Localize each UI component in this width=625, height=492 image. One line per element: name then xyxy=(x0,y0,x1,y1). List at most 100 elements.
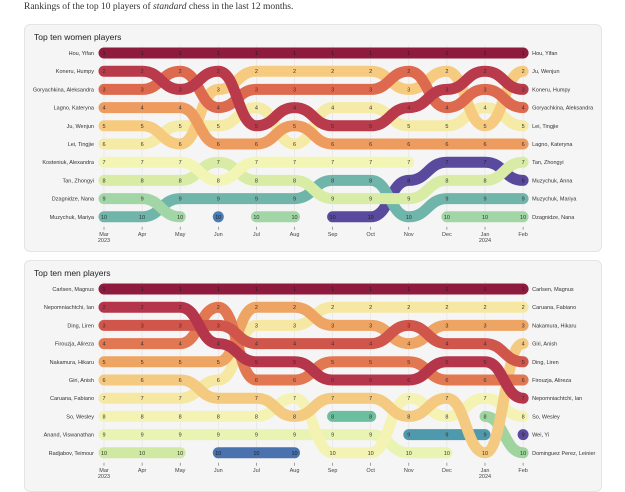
rank-label: 4 xyxy=(407,342,410,348)
right-player-label: Carlsen, Magnus xyxy=(532,287,574,293)
rank-label: 8 xyxy=(407,414,410,420)
left-player-label: Ding, Liren xyxy=(67,323,94,329)
rank-label: 8 xyxy=(255,178,258,184)
rank-label: 9 xyxy=(483,197,486,203)
rank-label: 1 xyxy=(407,51,410,57)
series-firouzja-alireza: 4 4 4 2 6 6 5 5 5 6 6 6 xyxy=(98,301,529,386)
rank-label: 3 xyxy=(407,87,410,93)
series-dominguez-perez-leinier: 8 10 xyxy=(479,410,529,459)
rank-label: 9 xyxy=(102,433,105,439)
rank-label: 1 xyxy=(522,287,525,293)
rank-label: 8 xyxy=(369,178,372,184)
rank-label: 9 xyxy=(369,433,372,439)
rank-label: 3 xyxy=(179,87,182,93)
right-player-label: Caruana, Fabiano xyxy=(532,305,576,311)
series-line xyxy=(98,65,529,114)
left-player-label: Koneru, Humpy xyxy=(56,69,94,75)
series-lagno-kateryna: 4 4 4 6 6 5 6 6 6 6 6 6 xyxy=(98,102,529,150)
x-tick-label: Dec xyxy=(442,468,452,474)
x-tick-label: Sep xyxy=(328,468,338,474)
right-player-label: Giri, Anish xyxy=(532,342,557,348)
rank-label: 9 xyxy=(331,197,334,203)
rank-label: 4 xyxy=(522,106,525,112)
rank-label: 7 xyxy=(217,160,220,166)
rank-label: 8 xyxy=(141,414,144,420)
rank-label: 2 xyxy=(522,69,525,75)
rank-label: 6 xyxy=(102,142,105,148)
rank-label: 9 xyxy=(445,433,448,439)
rank-label: 8 xyxy=(293,414,296,420)
rank-label: 10 xyxy=(101,215,107,221)
rank-label: 3 xyxy=(217,323,220,329)
rank-label: 10 xyxy=(368,215,374,221)
rank-label: 5 xyxy=(369,360,372,366)
rank-label: 5 xyxy=(522,124,525,130)
rank-label: 8 xyxy=(522,414,525,420)
rank-label: 10 xyxy=(482,215,488,221)
x-tick-label: Jul xyxy=(253,232,260,238)
x-tick-label: Mar xyxy=(99,468,109,474)
right-player-label: Muzychuk, Mariya xyxy=(532,197,577,203)
rank-label: 6 xyxy=(407,142,410,148)
right-player-label: Lagno, Kateryna xyxy=(532,142,573,148)
left-player-label: Ju, Wenjun xyxy=(67,124,94,130)
rank-label: 3 xyxy=(445,323,448,329)
series-radjabov-teimour: 10 10 10 xyxy=(98,447,186,459)
rank-label: 8 xyxy=(407,178,410,184)
women-chart-card: Top ten women players Mar 2023 Apr May Jun Ju… xyxy=(24,24,602,252)
rank-label: 6 xyxy=(445,142,448,148)
rank-label: 9 xyxy=(179,433,182,439)
series-anand-viswanathan: 9 9 9 9 9 9 9 9 10 10 xyxy=(98,429,453,459)
rank-label: 9 xyxy=(293,433,296,439)
rank-label: 8 xyxy=(483,414,486,420)
rank-label: 2 xyxy=(141,305,144,311)
men-chart-card: Top ten men players Mar 2023 Apr May Jun Jul A… xyxy=(24,260,602,492)
rank-label: 1 xyxy=(407,287,410,293)
rank-label: 7 xyxy=(293,160,296,166)
rank-label: 3 xyxy=(179,323,182,329)
series-line xyxy=(479,410,529,459)
rank-label: 8 xyxy=(331,178,334,184)
x-tick-label: Aug xyxy=(290,468,300,474)
rank-label: 8 xyxy=(179,178,182,184)
rank-label: 2 xyxy=(102,305,105,311)
rank-label: 5 xyxy=(255,360,258,366)
series-line xyxy=(98,193,529,223)
rank-label: 10 xyxy=(406,451,412,457)
rank-label: 4 xyxy=(255,342,258,348)
x-tick-label: Jan xyxy=(481,232,490,238)
x-tick-label: Apr xyxy=(138,468,147,474)
rank-label: 4 xyxy=(102,342,105,348)
right-player-label: Dominguez Perez, Leinier xyxy=(532,451,595,457)
left-player-label: Dzagnidze, Nana xyxy=(52,197,95,203)
rank-label: 7 xyxy=(179,396,182,402)
rank-label: 3 xyxy=(255,87,258,93)
left-player-label: Carlsen, Magnus xyxy=(52,287,94,293)
series-line xyxy=(98,338,529,459)
rank-label: 3 xyxy=(293,323,296,329)
rank-label: 5 xyxy=(445,124,448,130)
rank-label: 7 xyxy=(522,160,525,166)
rank-label: 5 xyxy=(369,124,372,130)
x-tick-label: Apr xyxy=(138,232,147,238)
rank-label: 1 xyxy=(102,51,105,57)
rank-label: 8 xyxy=(179,414,182,420)
rank-label: 5 xyxy=(102,124,105,130)
right-player-label: Ding, Liren xyxy=(532,360,559,366)
rank-label: 7 xyxy=(255,396,258,402)
rank-label: 9 xyxy=(331,433,334,439)
rank-label: 6 xyxy=(255,378,258,384)
rank-label: 10 xyxy=(177,451,183,457)
rank-label: 2 xyxy=(369,69,372,75)
rank-label: 7 xyxy=(102,396,105,402)
chart-title: Top ten men players xyxy=(34,268,111,278)
rank-label: 8 xyxy=(331,414,334,420)
right-player-label: Lei, Tingjie xyxy=(532,124,558,130)
left-player-label: Nepomniachtchi, Ian xyxy=(44,305,94,311)
rank-label: 5 xyxy=(141,360,144,366)
rank-label: 3 xyxy=(141,323,144,329)
rank-label: 4 xyxy=(407,106,410,112)
rank-label: 9 xyxy=(255,433,258,439)
rank-label: 10 xyxy=(368,451,374,457)
